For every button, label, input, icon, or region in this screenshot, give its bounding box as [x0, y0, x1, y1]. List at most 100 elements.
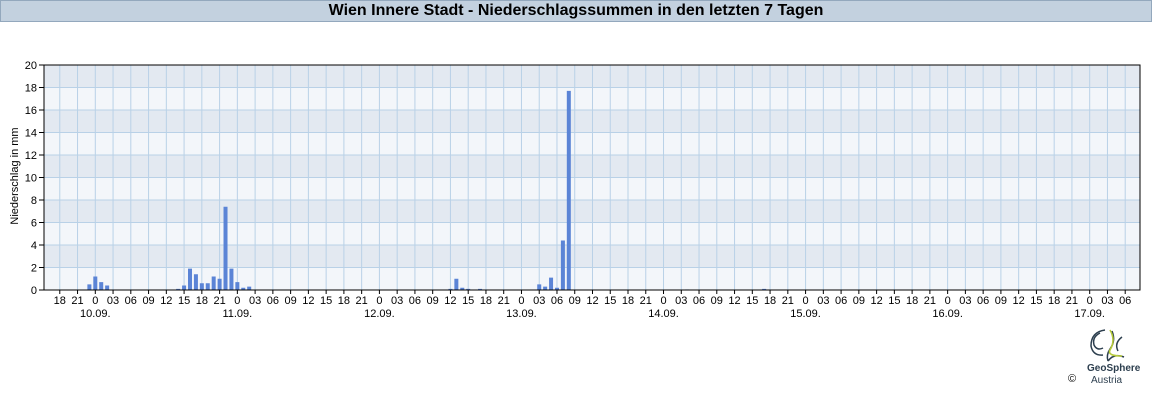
x-tick-label: 06 — [409, 295, 421, 307]
x-tick-label: 03 — [1101, 295, 1113, 307]
y-tick-label: 20 — [25, 60, 37, 72]
x-tick-label: 21 — [213, 295, 225, 307]
x-tick-label: 06 — [977, 295, 989, 307]
x-tick-label: 06 — [693, 295, 705, 307]
x-tick-label: 09 — [995, 295, 1007, 307]
precipitation-bar — [93, 276, 98, 290]
x-date-label: 16.09. — [932, 308, 963, 320]
x-tick-label: 09 — [569, 295, 581, 307]
x-tick-label: 03 — [533, 295, 545, 307]
precipitation-bar — [199, 283, 204, 290]
x-tick-label: 18 — [480, 295, 492, 307]
x-tick-label: 15 — [462, 295, 474, 307]
x-tick-label: 12 — [728, 295, 740, 307]
y-tick-label: 10 — [25, 173, 37, 185]
x-tick-label: 21 — [640, 295, 652, 307]
precipitation-bar — [105, 285, 110, 290]
precipitation-bar — [176, 288, 181, 290]
geosphere-logo-icon — [1090, 329, 1125, 362]
x-tick-label: 15 — [746, 295, 758, 307]
logo-name: GeoSphere — [1087, 363, 1141, 374]
x-tick-label: 18 — [338, 295, 350, 307]
logo-subtitle: Austria — [1091, 375, 1123, 386]
y-tick-label: 0 — [31, 285, 37, 297]
x-tick-label: 0 — [660, 295, 666, 307]
x-tick-label: 15 — [320, 295, 332, 307]
precipitation-bar — [560, 240, 565, 290]
x-tick-label: 21 — [924, 295, 936, 307]
x-tick-label: 0 — [945, 295, 951, 307]
x-tick-label: 0 — [234, 295, 240, 307]
x-tick-label: 03 — [675, 295, 687, 307]
y-tick-label: 2 — [31, 263, 37, 275]
y-tick-label: 4 — [31, 240, 37, 252]
precipitation-bar — [229, 268, 234, 290]
x-tick-label: 12 — [586, 295, 598, 307]
x-date-label: 10.09. — [80, 308, 111, 320]
x-tick-label: 06 — [267, 295, 279, 307]
x-tick-label: 18 — [764, 295, 776, 307]
precipitation-bar — [87, 284, 92, 290]
x-tick-label: 12 — [160, 295, 172, 307]
precipitation-bar — [448, 288, 453, 290]
x-tick-label: 15 — [1030, 295, 1042, 307]
x-date-label: 17.09. — [1074, 308, 1105, 320]
precipitation-bar — [247, 286, 252, 290]
x-tick-label: 09 — [142, 295, 154, 307]
x-tick-label: 21 — [782, 295, 794, 307]
x-tick-label: 0 — [1087, 295, 1093, 307]
copyright-symbol: © — [1068, 373, 1077, 385]
y-tick-label: 18 — [25, 83, 37, 95]
precipitation-bar — [762, 288, 767, 290]
x-tick-label: 03 — [391, 295, 403, 307]
precipitation-bar — [182, 285, 187, 290]
precipitation-bar — [454, 278, 459, 290]
x-date-label: 15.09. — [790, 308, 821, 320]
precipitation-bar — [537, 284, 542, 290]
x-date-label: 12.09. — [364, 308, 395, 320]
precipitation-bar — [188, 268, 193, 290]
precipitation-bar — [460, 287, 465, 290]
x-tick-label: 21 — [71, 295, 83, 307]
chart-title: Wien Innere Stadt - Niederschlagssummen … — [0, 0, 1152, 22]
precipitation-bar — [235, 282, 240, 290]
x-tick-label: 18 — [622, 295, 634, 307]
x-tick-label: 09 — [711, 295, 723, 307]
x-tick-label: 21 — [356, 295, 368, 307]
plot-frame — [43, 64, 1141, 291]
precipitation-bar — [99, 282, 104, 290]
precipitation-bar — [241, 287, 246, 290]
x-tick-label: 03 — [817, 295, 829, 307]
x-tick-label: 18 — [906, 295, 918, 307]
precipitation-bar — [478, 288, 483, 290]
x-tick-label: 18 — [1048, 295, 1060, 307]
x-tick-label: 18 — [54, 295, 66, 307]
x-tick-label: 06 — [1119, 295, 1131, 307]
x-tick-label: 06 — [551, 295, 563, 307]
x-tick-label: 15 — [178, 295, 190, 307]
x-tick-label: 12 — [444, 295, 456, 307]
x-tick-label: 09 — [427, 295, 439, 307]
x-date-label: 14.09. — [648, 308, 679, 320]
y-tick-label: 8 — [31, 195, 37, 207]
precipitation-bar — [554, 287, 559, 290]
precipitation-bar — [466, 288, 471, 290]
y-tick-label: 14 — [25, 128, 37, 140]
precipitation-bar — [217, 278, 222, 290]
precipitation-bar — [223, 206, 228, 290]
precipitation-bar — [193, 274, 198, 290]
x-tick-label: 03 — [959, 295, 971, 307]
x-tick-label: 03 — [249, 295, 261, 307]
x-tick-label: 0 — [92, 295, 98, 307]
x-tick-label: 15 — [888, 295, 900, 307]
x-tick-label: 09 — [284, 295, 296, 307]
x-tick-label: 18 — [196, 295, 208, 307]
precipitation-bar — [549, 277, 554, 290]
x-tick-label: 03 — [107, 295, 119, 307]
precipitation-bar — [205, 283, 210, 290]
y-tick-label: 16 — [25, 105, 37, 117]
precipitation-bar — [211, 276, 216, 290]
x-tick-label: 06 — [125, 295, 137, 307]
